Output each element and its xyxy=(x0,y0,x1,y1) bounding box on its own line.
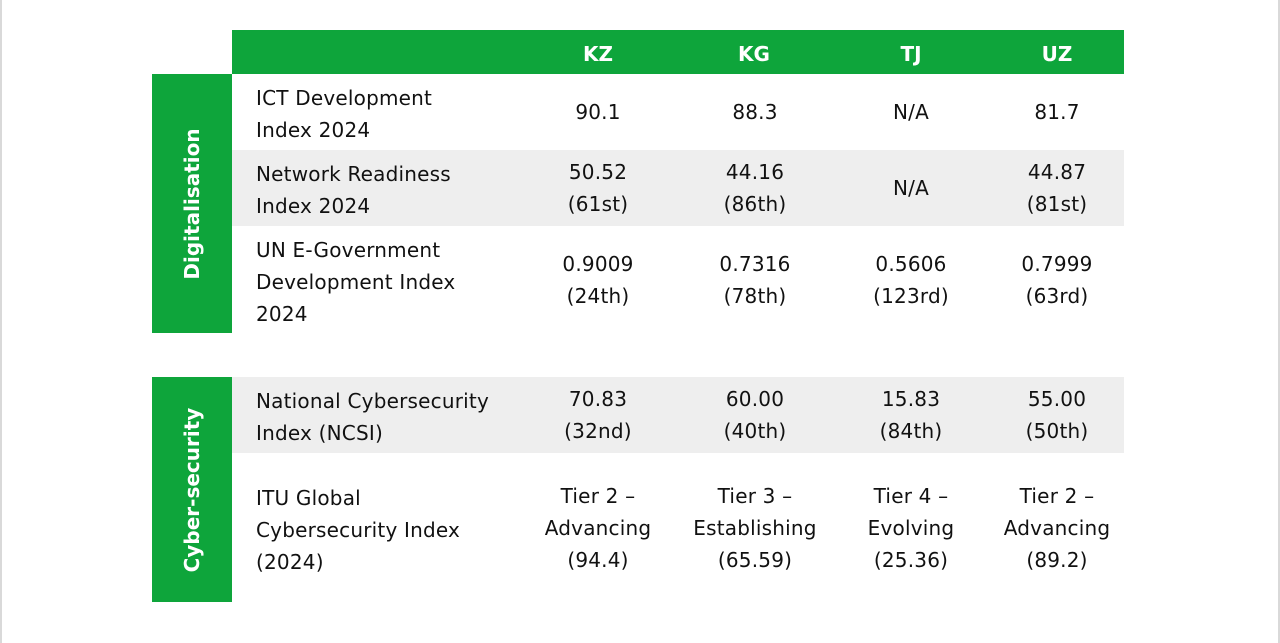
cell-uz: 44.87 (81st) xyxy=(1026,160,1088,216)
cell-tj: Tier 4 – Evolving (25.36) xyxy=(867,483,955,572)
cell-kz: 0.9009 (24th) xyxy=(562,251,634,308)
cell-uz: 55.00 (50th) xyxy=(1025,387,1089,443)
row-label: National Cybersecurity Index (NCSI) xyxy=(256,389,489,445)
row-label: UN E-Government Development Index 2024 xyxy=(256,238,456,326)
table-row: ITU Global Cybersecurity Index (2024) Ti… xyxy=(232,453,1124,602)
cell-kz: Tier 2 – Advancing (94.4) xyxy=(544,483,652,572)
table-header: KZ KG TJ UZ xyxy=(232,30,1124,74)
column-header-uz: UZ xyxy=(1041,42,1073,66)
cell-uz: 0.7999 (63rd) xyxy=(1021,251,1093,308)
column-header-kg: KG xyxy=(738,42,770,66)
group-label-text: Digitalisation xyxy=(180,127,204,280)
cell-kg: 44.16 (86th) xyxy=(723,160,787,216)
group-label-cyber-security: Cyber-security xyxy=(152,377,232,602)
cell-kg: 88.3 xyxy=(732,100,778,124)
cell-tj: 0.5606 (123rd) xyxy=(873,251,949,308)
cell-kg: 60.00 (40th) xyxy=(723,387,787,443)
cell-kg: 0.7316 (78th) xyxy=(719,251,791,308)
column-header-kz: KZ xyxy=(583,42,613,66)
row-label: ITU Global Cybersecurity Index (2024) xyxy=(256,486,461,574)
cell-kg: Tier 3 – Establishing (65.59) xyxy=(693,483,817,572)
column-header-tj: TJ xyxy=(900,42,922,66)
group-label-digitalisation: Digitalisation xyxy=(152,74,232,333)
table-row: National Cybersecurity Index (NCSI) 70.8… xyxy=(232,377,1124,453)
cell-tj: 15.83 (84th) xyxy=(879,387,943,443)
cell-uz: 81.7 xyxy=(1034,100,1080,124)
row-label: Network Readiness Index 2024 xyxy=(256,162,451,218)
table-row: Network Readiness Index 2024 50.52 (61st… xyxy=(232,150,1124,226)
cell-uz: Tier 2 – Advancing (89.2) xyxy=(1003,483,1111,572)
row-label: ICT Development Index 2024 xyxy=(256,86,433,142)
table-row: UN E-Government Development Index 2024 0… xyxy=(232,226,1124,333)
table-row: ICT Development Index 2024 90.1 88.3 N/A… xyxy=(232,74,1124,150)
group-label-text: Cyber-security xyxy=(180,407,204,572)
cell-tj: N/A xyxy=(893,176,929,200)
cell-kz: 90.1 xyxy=(575,100,621,124)
cell-kz: 50.52 (61st) xyxy=(567,160,629,216)
cell-kz: 70.83 (32nd) xyxy=(564,387,632,443)
cell-tj: N/A xyxy=(893,100,929,124)
